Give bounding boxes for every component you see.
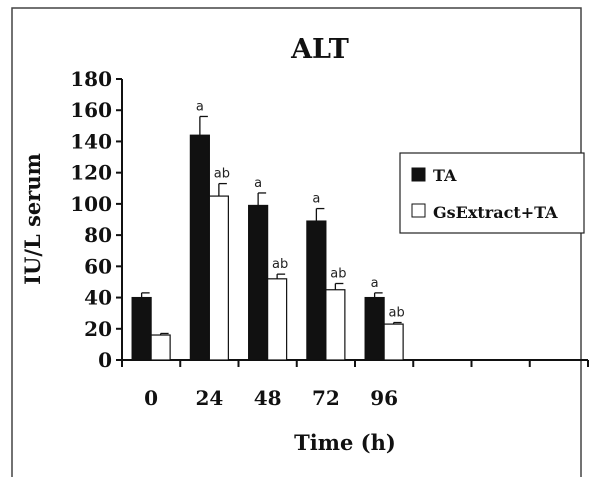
x-tick-label: 0 — [144, 386, 158, 410]
axes: 0 20 40 60 80 100 120 140 160 180 0 24 48 72 96 — [70, 67, 589, 410]
x-tick-label: 24 — [195, 386, 223, 410]
bar-ta — [364, 296, 385, 361]
chart-title: ALT — [290, 34, 349, 65]
data-label: a — [196, 99, 204, 114]
legend-swatch-ta — [411, 167, 426, 182]
bar-gsextract — [267, 278, 288, 361]
legend-label-ta: TA — [433, 166, 457, 185]
data-label: ab — [389, 306, 405, 321]
y-tick-label: 160 — [70, 98, 112, 122]
data-label: a — [312, 192, 320, 207]
y-tick-label: 60 — [84, 254, 112, 278]
y-tick-label: 0 — [98, 348, 112, 372]
x-tick-label: 48 — [254, 386, 282, 410]
bar-ta — [189, 134, 210, 361]
bar-gsextract — [150, 334, 171, 361]
bar-ta — [248, 204, 269, 361]
x-tick-label: 72 — [312, 386, 340, 410]
data-label: a — [254, 176, 262, 191]
y-tick-label: 80 — [84, 223, 112, 247]
x-tick-label: 96 — [370, 386, 398, 410]
data-label: ab — [330, 267, 346, 282]
y-axis-title: IU/L serum — [20, 153, 45, 285]
data-label: a — [371, 276, 379, 291]
bar-gsextract — [325, 289, 346, 361]
bar-ta — [306, 220, 327, 361]
y-tick-label: 40 — [84, 286, 112, 310]
legend-swatch-gsextract — [411, 203, 426, 218]
data-label: ab — [214, 167, 230, 182]
y-tick-label: 100 — [70, 192, 112, 216]
y-tick-label: 20 — [84, 317, 112, 341]
y-tick-label: 140 — [70, 129, 112, 153]
y-tick-label: 120 — [70, 161, 112, 185]
x-axis-title: Time (h) — [294, 430, 396, 455]
bar-ta — [131, 296, 152, 361]
bar-gsextract — [383, 323, 404, 361]
legend-box — [399, 152, 585, 234]
data-label: ab — [272, 257, 288, 272]
y-tick-label: 180 — [70, 67, 112, 91]
bar-gsextract — [208, 195, 229, 361]
legend-label-gsextract: GsExtract+TA — [433, 203, 558, 222]
legend: TA GsExtract+TA — [399, 152, 585, 234]
